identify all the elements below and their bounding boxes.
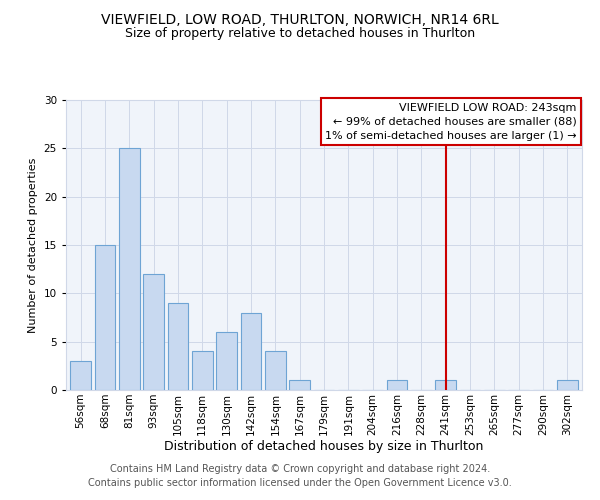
Bar [143,274,164,390]
Text: Contains HM Land Registry data © Crown copyright and database right 2024.
Contai: Contains HM Land Registry data © Crown c… [88,464,512,487]
X-axis label: Distribution of detached houses by size in Thurlton: Distribution of detached houses by size … [164,440,484,454]
Bar [192,352,212,390]
Bar [557,380,578,390]
Bar [436,380,456,390]
Y-axis label: Number of detached properties: Number of detached properties [28,158,38,332]
Bar [216,332,237,390]
Bar [95,245,115,390]
Text: Size of property relative to detached houses in Thurlton: Size of property relative to detached ho… [125,28,475,40]
Bar [241,312,262,390]
Bar [289,380,310,390]
Bar [119,148,140,390]
Text: VIEWFIELD, LOW ROAD, THURLTON, NORWICH, NR14 6RL: VIEWFIELD, LOW ROAD, THURLTON, NORWICH, … [101,12,499,26]
Bar [167,303,188,390]
Bar [265,352,286,390]
Bar [70,361,91,390]
Text: VIEWFIELD LOW ROAD: 243sqm
← 99% of detached houses are smaller (88)
1% of semi-: VIEWFIELD LOW ROAD: 243sqm ← 99% of deta… [325,103,577,141]
Bar [386,380,407,390]
